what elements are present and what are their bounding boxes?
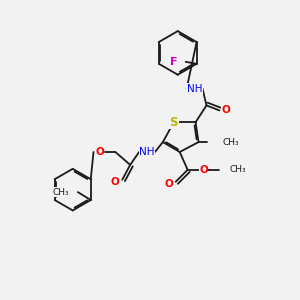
Text: O: O xyxy=(199,165,208,175)
Text: CH₃: CH₃ xyxy=(229,165,246,174)
Text: CH₃: CH₃ xyxy=(52,188,69,196)
Text: O: O xyxy=(111,177,120,187)
Text: F: F xyxy=(170,57,178,67)
Text: O: O xyxy=(164,179,173,189)
Text: O: O xyxy=(95,147,104,157)
Text: NH: NH xyxy=(139,147,155,157)
Text: O: O xyxy=(222,105,231,116)
Text: CH₃: CH₃ xyxy=(222,138,239,147)
Text: NH: NH xyxy=(187,84,202,94)
Text: S: S xyxy=(169,116,178,129)
